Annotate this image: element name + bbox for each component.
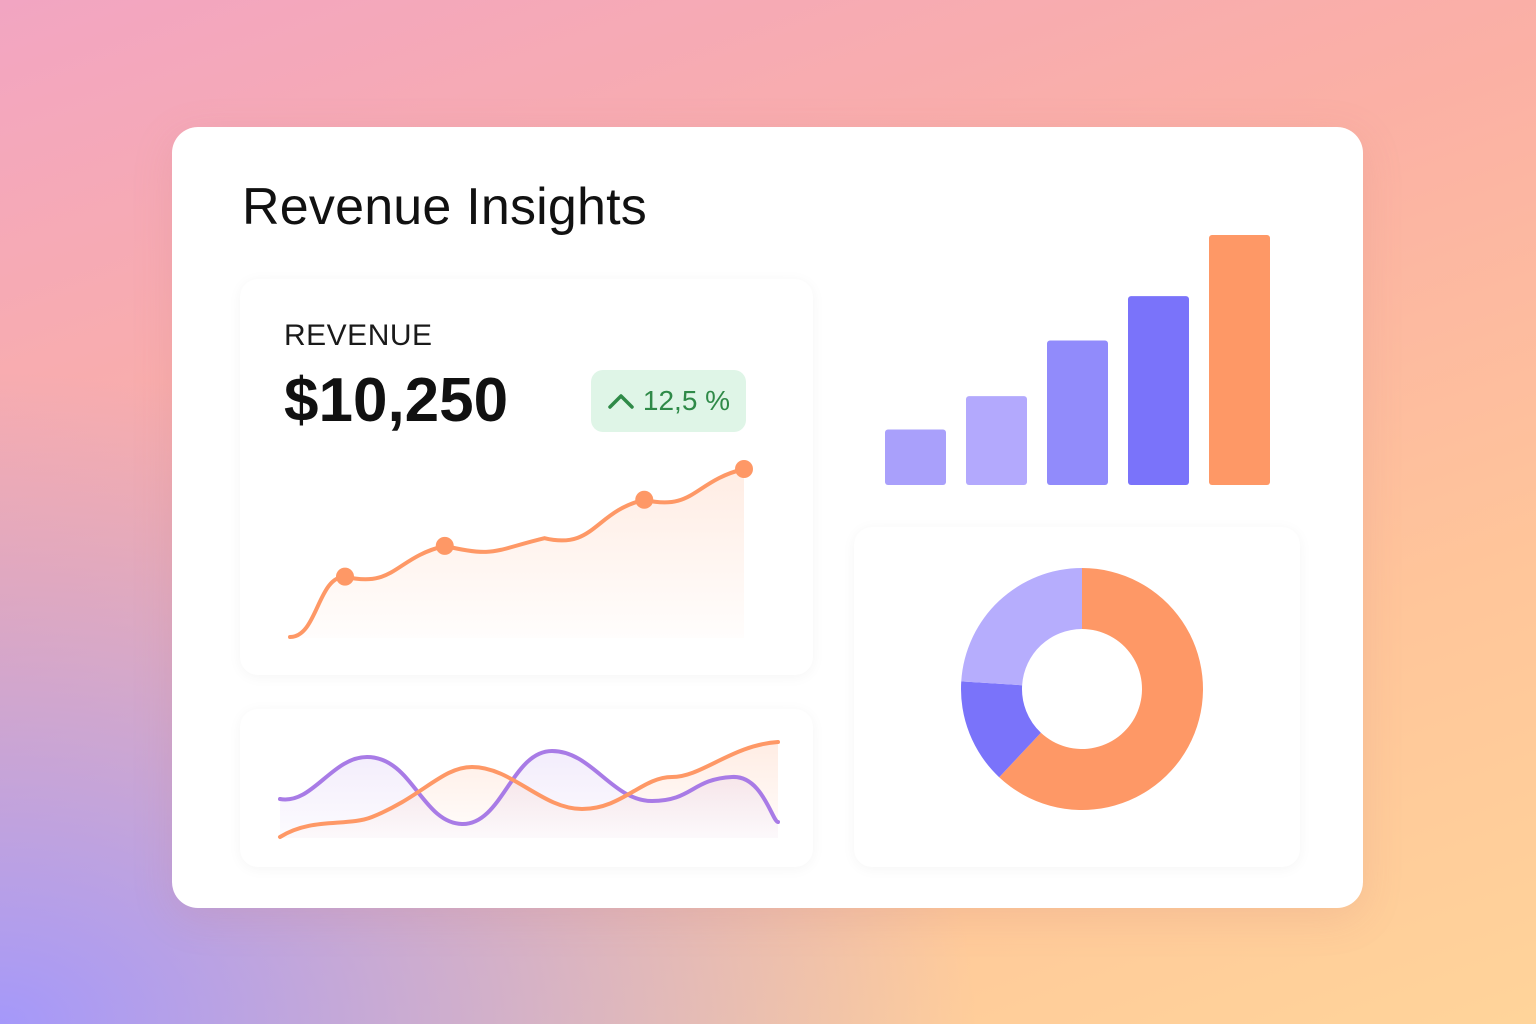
revenue-data-point [735,460,753,478]
revenue-data-point [336,567,354,586]
chevron-up-icon [608,394,634,409]
bar-2 [966,396,1027,485]
donut-slice-2 [961,681,1041,778]
bar-4 [1128,296,1189,485]
donut-slice-1 [999,568,1203,811]
change-badge: 12,5 % [591,370,746,432]
bar-1 [885,429,946,485]
revenue-label: REVENUE [284,319,433,352]
revenue-value: $10,250 [284,366,509,435]
charts-layer [278,235,1270,839]
revenue-data-point [435,536,454,555]
bar-3 [1047,340,1108,485]
bar-5 [1209,235,1270,485]
revenue-data-point [635,490,654,509]
dashboard-card: Revenue Insights REVENUE $10,250 12,5 % [172,127,1363,908]
change-value: 12,5 % [642,385,731,416]
wave-line-orange [278,740,780,839]
revenue-area-fill [290,469,744,638]
wave-line-purple [278,748,780,827]
donut-slice-3 [961,568,1082,686]
page-title: Revenue Insights [242,178,648,236]
